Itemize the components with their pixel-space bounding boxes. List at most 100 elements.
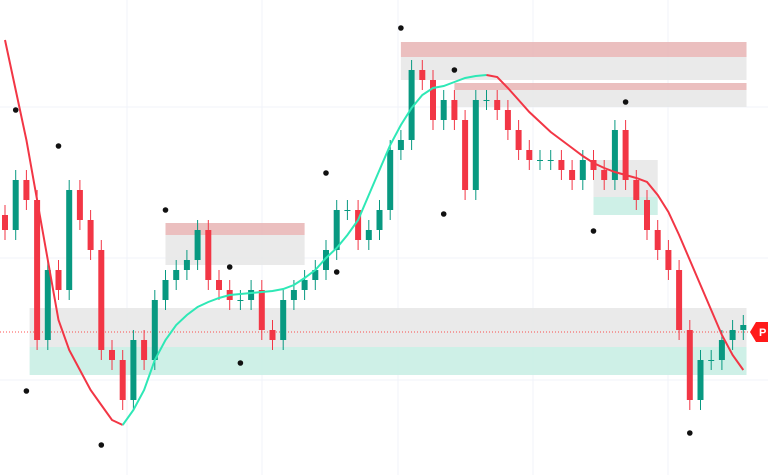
candle [312,260,319,290]
candle [194,220,201,270]
zone [454,90,747,107]
candle [569,160,576,190]
swing-point [226,264,233,270]
candle-body [119,360,126,400]
candle-body [258,290,265,330]
candle [590,150,597,180]
candle-body [569,170,576,180]
zone [400,42,747,57]
zone [29,347,747,375]
candle [119,350,126,410]
candle-body [740,325,747,330]
trend-line [121,74,487,426]
candle-body [23,180,30,200]
candle-body [141,340,148,360]
candle-body [633,180,640,200]
candle-body [397,140,404,150]
candle-body [66,190,73,290]
candle [697,350,704,410]
candle [12,170,19,240]
candle-body [194,230,201,260]
candle [333,200,340,260]
candle [515,120,522,160]
candle [654,220,661,260]
candle [55,260,62,300]
candle-body [408,70,415,140]
candle [269,320,276,350]
candle [141,330,148,370]
candle-body [290,290,297,300]
candle-body [387,150,394,210]
swing-point [440,211,447,217]
candle [98,240,105,360]
candle-body [472,100,479,190]
candle [248,280,255,310]
candle-body [98,250,105,350]
candle [494,90,501,120]
candle [355,200,362,250]
candle [708,350,715,370]
candle-body [430,80,436,120]
candle-body [462,120,469,190]
candle [183,250,190,280]
candle [365,220,372,250]
candle-body [440,100,447,120]
swing-point [590,228,597,234]
candle-body [590,160,597,170]
candle [87,210,94,260]
candle-body [87,220,94,250]
candle [611,120,618,190]
candle [665,240,672,280]
candle-body [173,270,180,280]
swing-point [333,269,340,275]
candle-body [697,360,704,400]
candle [504,100,511,140]
candle [162,270,169,310]
candle [601,160,608,190]
price-label: P [750,322,768,342]
candle [258,280,265,340]
candle-body [344,210,351,211]
candle-body [269,330,276,340]
trend-line [486,74,745,371]
candle-body [333,210,340,250]
candle-body [729,330,736,340]
candle [23,170,30,210]
candle-body [504,110,511,130]
candle [44,260,51,350]
candle-body [109,350,115,360]
candle-body [355,210,362,240]
candle [526,140,533,170]
candle [451,90,458,130]
candle [740,315,747,340]
candle [216,270,222,300]
swing-point [55,143,62,149]
candle [676,260,683,340]
candle-body [558,160,565,170]
swing-point [162,207,169,213]
candle [387,140,394,220]
candle [2,205,8,240]
candle-body [151,300,158,360]
candle [472,90,479,200]
candle-body [451,100,458,120]
candle-body [547,160,554,161]
candle [66,180,73,300]
candle [344,200,351,220]
candle-body [526,150,533,160]
candle-body [515,130,522,150]
candle-body [162,280,169,300]
candle-body [654,230,661,250]
candle-body [248,290,255,300]
candle [397,130,404,160]
swing-point [237,360,244,366]
candle [280,290,287,350]
candle-body [579,160,586,180]
price-label-box [750,322,768,342]
candle-body [676,270,683,330]
candle [547,150,554,170]
candle-body [665,250,672,270]
candle-body [494,100,501,110]
candle [622,120,629,190]
swing-point [622,99,629,105]
